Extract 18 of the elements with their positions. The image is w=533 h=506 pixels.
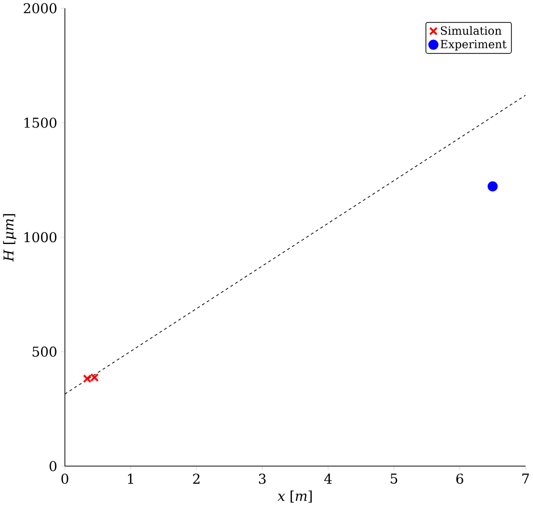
legend-label: Simulation — [440, 26, 502, 35]
y-tick-label: 2000 — [24, 3, 56, 14]
x-tick-label: 3 — [259, 474, 266, 484]
x-tick-label: 5 — [390, 474, 398, 484]
x-tick-label: 7 — [522, 474, 529, 484]
legend-label: Experiment — [440, 40, 507, 51]
y-axis-title: H [μm] — [3, 214, 16, 262]
x-tick-label: 6 — [456, 474, 464, 484]
x-axis-title: x [m] — [278, 490, 312, 503]
y-tick-label: 500 — [32, 346, 56, 357]
point — [488, 181, 498, 192]
y-tick-label: 1500 — [24, 118, 56, 128]
x-tick-label: 4 — [324, 474, 332, 484]
x-tick-label: 1 — [128, 474, 134, 484]
y-tick-label: 0 — [50, 461, 56, 472]
x-tick-label: 2 — [193, 474, 200, 484]
y-tick-label: 1000 — [24, 232, 56, 242]
x-tick-label: 0 — [61, 474, 68, 484]
